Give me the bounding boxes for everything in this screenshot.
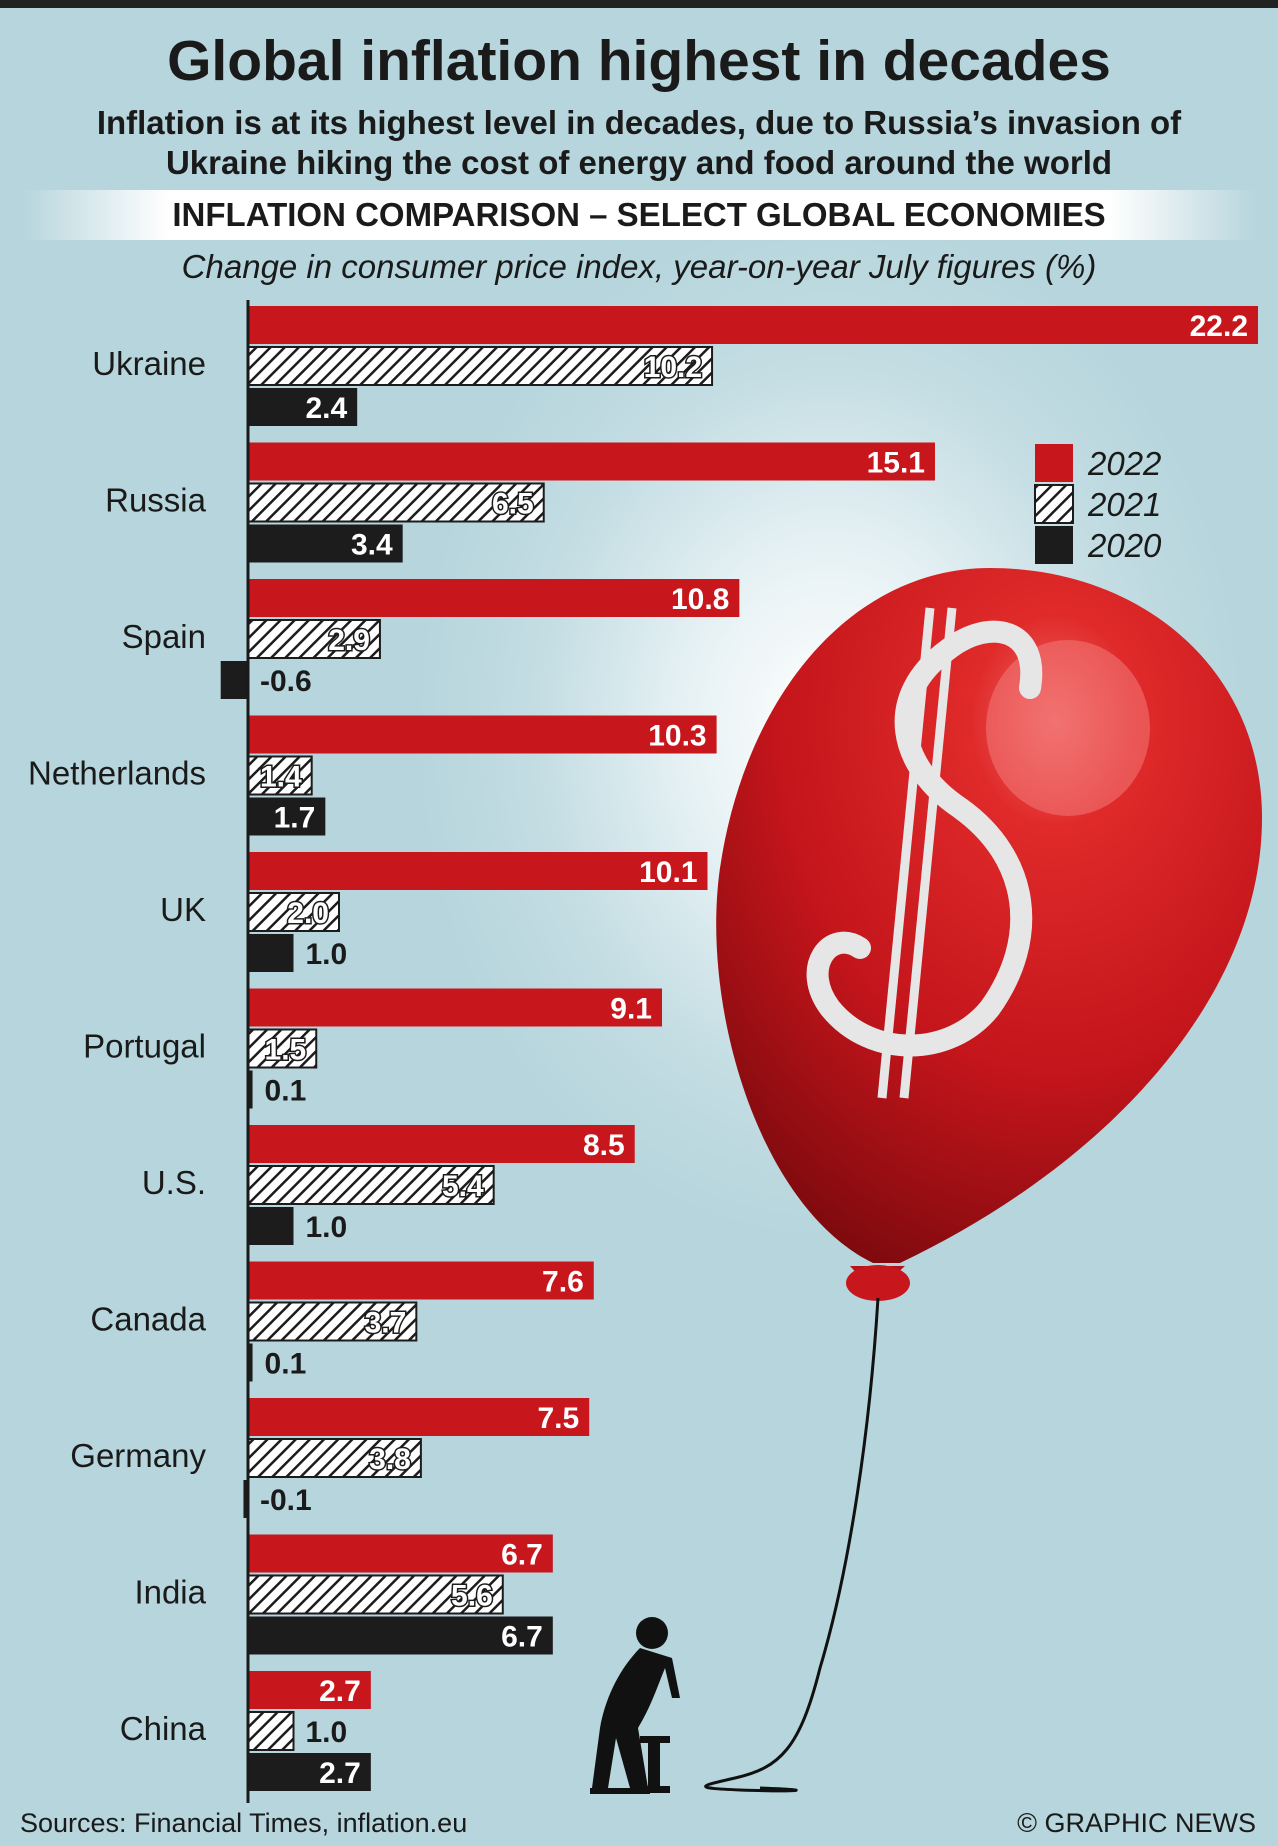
- value-label-china-2021: 1.0: [305, 1716, 347, 1749]
- value-label-russia-2021: 6.5: [492, 488, 534, 521]
- section-banner: INFLATION COMPARISON – SELECT GLOBAL ECO…: [20, 190, 1258, 240]
- legend: 2022 2021 2020: [1034, 444, 1162, 564]
- category-label-china: China: [120, 1710, 207, 1747]
- value-label-portugal-2022: 9.1: [610, 993, 652, 1026]
- category-label-india: India: [134, 1574, 206, 1611]
- value-label-germany-2020: -0.1: [260, 1484, 312, 1517]
- man-with-pump-icon: [590, 1617, 680, 1794]
- category-label-spain: Spain: [122, 618, 206, 655]
- value-label-canada-2022: 7.6: [542, 1266, 584, 1299]
- bars-layer: Ukraine 22.2 10.2 2.4 Russia 15.1 6.5 3.4 Spain 1…: [28, 306, 1258, 1791]
- bar-russia-2022: [248, 442, 935, 481]
- bar-portugal-2021: [247, 1028, 318, 1069]
- bar-spain-2020: [220, 661, 248, 699]
- value-label-portugal-2020: 0.1: [265, 1075, 307, 1108]
- value-label-u-s-2022: 8.5: [583, 1129, 625, 1162]
- value-label-russia-2020: 3.4: [351, 529, 393, 562]
- value-label-uk-2020: 1.0: [305, 938, 347, 971]
- value-label-uk-2022: 10.1: [639, 856, 697, 889]
- value-label-china-2020: 2.7: [319, 1757, 361, 1790]
- value-label-canada-2021: 3.7: [365, 1307, 407, 1340]
- value-label-canada-2020: 0.1: [265, 1348, 307, 1381]
- category-label-russia: Russia: [105, 482, 207, 519]
- bar-canada-2022: [248, 1261, 594, 1300]
- value-label-ukraine-2020: 2.4: [305, 392, 347, 425]
- bar-u-s-2021: [247, 1165, 495, 1205]
- credit-note: © GRAPHIC NEWS: [1017, 1808, 1256, 1838]
- bar-uk-2020: [248, 934, 294, 972]
- bar-china-2020: [248, 1753, 371, 1791]
- legend-swatch-2022: [1035, 444, 1073, 482]
- value-label-u-s-2020: 1.0: [305, 1211, 347, 1244]
- value-label-india-2021: 5.6: [451, 1580, 493, 1613]
- bar-china-2021: [247, 1711, 295, 1751]
- bar-u-s-2020: [248, 1207, 294, 1245]
- category-label-u-s: U.S.: [142, 1164, 206, 1201]
- value-label-germany-2021: 3.8: [369, 1443, 411, 1476]
- legend-label-2020: 2020: [1087, 527, 1162, 564]
- value-label-spain-2022: 10.8: [671, 583, 729, 616]
- value-label-russia-2022: 15.1: [867, 447, 925, 480]
- dollar-balloon-icon: [704, 568, 1262, 1793]
- bar-netherlands-2022: [248, 715, 717, 754]
- category-label-netherlands: Netherlands: [28, 755, 206, 792]
- bar-spain-2022: [248, 579, 740, 617]
- bar-russia-2021: [247, 482, 545, 523]
- legend-swatch-2020: [1035, 526, 1073, 564]
- bar-canada-2021: [247, 1301, 418, 1342]
- value-label-netherlands-2020: 1.7: [274, 802, 316, 835]
- value-label-uk-2021: 2.0: [287, 897, 329, 930]
- value-label-spain-2021: 2.9: [328, 624, 370, 657]
- bar-canada-2020: [248, 1343, 253, 1382]
- category-label-portugal: Portugal: [83, 1028, 206, 1065]
- value-label-germany-2022: 7.5: [537, 1402, 579, 1435]
- bar-germany-2022: [248, 1398, 590, 1436]
- bar-ukraine-2020: [248, 388, 358, 426]
- legend-label-2022: 2022: [1087, 445, 1161, 482]
- bar-ukraine-2022: [248, 306, 1258, 344]
- bar-ukraine-2021: [247, 346, 714, 386]
- value-label-ukraine-2022: 22.2: [1190, 310, 1248, 343]
- value-label-netherlands-2022: 10.3: [648, 720, 706, 753]
- bar-india-2022: [248, 1534, 553, 1573]
- category-label-uk: UK: [160, 891, 206, 928]
- bar-russia-2020: [248, 524, 403, 563]
- bar-india-2021: [247, 1574, 504, 1615]
- bar-portugal-2022: [248, 988, 663, 1027]
- value-label-portugal-2021: 1.5: [265, 1034, 307, 1067]
- bar-chart: Ukraine 22.2 10.2 2.4 Russia 15.1 6.5 3.4 Spain 1…: [28, 300, 1262, 1803]
- bar-spain-2021: [247, 619, 381, 659]
- bar-u-s-2022: [248, 1125, 635, 1163]
- value-label-china-2022: 2.7: [319, 1675, 361, 1708]
- units-caption: Change in consumer price index, year-on-…: [181, 248, 1097, 285]
- page-subtitle: Inflation is at its highest level in dec…: [96, 104, 1182, 181]
- value-label-india-2022: 6.7: [501, 1539, 543, 1572]
- bar-india-2020: [248, 1616, 553, 1655]
- value-label-u-s-2021: 5.4: [442, 1170, 484, 1203]
- bar-uk-2022: [248, 852, 708, 890]
- category-label-canada: Canada: [90, 1301, 206, 1338]
- category-label-ukraine: Ukraine: [92, 345, 206, 382]
- bar-china-2022: [248, 1671, 371, 1709]
- legend-swatch-2021: [1034, 484, 1074, 524]
- bar-germany-2021: [247, 1438, 422, 1478]
- page-title: Global inflation highest in decades: [167, 29, 1111, 93]
- category-label-germany: Germany: [70, 1437, 206, 1474]
- bar-netherlands-2020: [248, 797, 326, 836]
- legend-label-2021: 2021: [1087, 486, 1161, 523]
- value-label-india-2020: 6.7: [501, 1621, 543, 1654]
- value-label-netherlands-2021: 1.4: [260, 761, 302, 794]
- value-label-spain-2020: -0.6: [260, 665, 312, 698]
- bar-portugal-2020: [248, 1070, 253, 1109]
- bar-germany-2020: [243, 1480, 248, 1518]
- sources-note: Sources: Financial Times, inflation.eu: [20, 1808, 468, 1838]
- value-label-ukraine-2021: 10.2: [644, 351, 702, 384]
